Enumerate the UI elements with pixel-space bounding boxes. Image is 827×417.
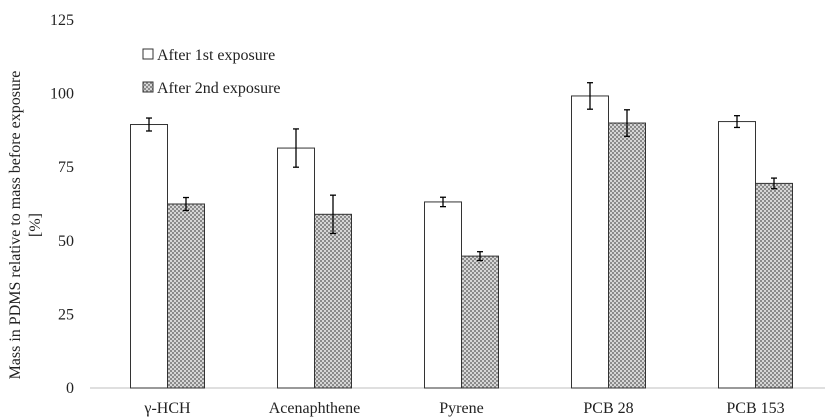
category-labels: γ-HCH Acenaphthene Pyrene PCB 28 PCB 153 [143,400,784,417]
legend: After 1st exposure After 2nd exposure [142,47,281,97]
y-axis-label: Mass in PDMS relative to mass before exp… [7,71,44,380]
x-category-label: γ-HCH [143,400,191,417]
y-axis-label-line2: [%] [27,213,44,237]
y-tick-label: 75 [58,159,74,176]
x-category-label: Pyrene [439,400,483,417]
bar-first-exposure [424,201,462,389]
bar-second-exposure [755,182,793,389]
bar-second-exposure [608,122,646,389]
y-tick-label: 125 [50,12,74,29]
x-category-label: PCB 28 [583,400,633,417]
bar-second-exposure [314,213,352,389]
bars [130,95,793,389]
bar-first-exposure [277,147,315,389]
x-category-label: Acenaphthene [269,400,361,417]
y-tick-label: 50 [58,233,74,250]
legend-swatch-first [142,48,154,60]
legend-label: After 1st exposure [157,47,275,64]
bar-first-exposure [571,95,609,389]
bar-second-exposure [461,255,499,389]
legend-label: After 2nd exposure [157,80,281,97]
y-tick-label: 100 [50,86,74,103]
bar-first-exposure [130,124,168,389]
bar-second-exposure [167,203,205,389]
error-bars [146,82,777,262]
y-tick-label: 25 [58,306,74,323]
y-axis-label-line1: Mass in PDMS relative to mass before exp… [7,71,24,380]
y-tick-label: 0 [66,380,74,397]
bar-first-exposure [718,121,756,389]
legend-swatch-second [142,81,154,93]
x-category-label: PCB 153 [726,400,784,417]
